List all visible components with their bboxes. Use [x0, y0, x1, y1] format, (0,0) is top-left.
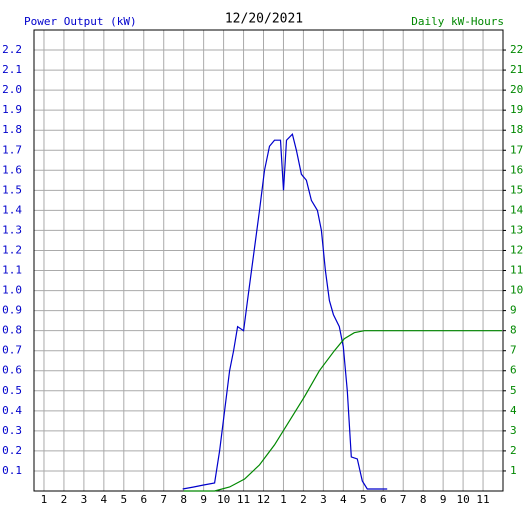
x-tick-label: 2: [61, 493, 68, 506]
y-tick-label: 2.1: [2, 63, 22, 76]
y-tick-label: 1.9: [2, 103, 22, 116]
y-tick-label: 0.7: [2, 344, 22, 357]
y2-tick-label: 8: [510, 324, 517, 337]
x-tick-label: 12: [257, 493, 270, 506]
x-tick-label: 3: [81, 493, 88, 506]
y-tick-label: 0.5: [2, 384, 22, 397]
y2-tick-label: 12: [510, 243, 523, 256]
y2-tick-label: 14: [510, 203, 524, 216]
x-tick-label: 6: [140, 493, 147, 506]
y-tick-label: 0.4: [2, 404, 22, 417]
series-line: [183, 330, 502, 492]
series-line: [182, 133, 388, 490]
y2-tick-label: 20: [510, 83, 523, 96]
y2-tick-label: 5: [510, 384, 517, 397]
y2-axis-label: Daily kW-Hours: [411, 15, 504, 28]
y2-tick-label: 10: [510, 284, 523, 297]
x-tick-label: 6: [380, 493, 387, 506]
y2-tick-label: 3: [510, 424, 517, 437]
y-tick-label: 2.0: [2, 83, 22, 96]
y-tick-label: 1.2: [2, 243, 22, 256]
y2-tick-label: 4: [510, 404, 517, 417]
y-tick-label: 1.5: [2, 183, 22, 196]
y2-tick-label: 1: [510, 464, 517, 477]
y2-tick-label: 17: [510, 143, 523, 156]
x-tick-label: 7: [400, 493, 407, 506]
x-tick-label: 2: [300, 493, 307, 506]
y-tick-label: 1.0: [2, 284, 22, 297]
y-tick-label: 0.3: [2, 424, 22, 437]
y-tick-label: 1.8: [2, 123, 22, 136]
y-tick-label: 0.2: [2, 444, 22, 457]
x-tick-label: 10: [456, 493, 469, 506]
x-tick-label: 8: [420, 493, 427, 506]
y2-tick-label: 9: [510, 304, 517, 317]
y-tick-label: 0.1: [2, 464, 22, 477]
y-tick-label: 1.3: [2, 223, 22, 236]
y2-tick-label: 15: [510, 183, 523, 196]
y2-tick-label: 7: [510, 344, 517, 357]
y2-tick-label: 18: [510, 123, 523, 136]
y-tick-label: 1.1: [2, 264, 22, 277]
y-tick-label: 0.8: [2, 324, 22, 337]
x-tick-label: 1: [41, 493, 48, 506]
x-tick-label: 11: [237, 493, 250, 506]
y-tick-label: 2.2: [2, 43, 22, 56]
x-tick-label: 4: [340, 493, 347, 506]
y-tick-label: 1.7: [2, 143, 22, 156]
y2-tick-label: 16: [510, 163, 523, 176]
x-tick-label: 8: [180, 493, 187, 506]
y-tick-label: 1.4: [2, 203, 22, 216]
x-tick-label: 10: [217, 493, 230, 506]
y-axis-label: Power Output (kW): [24, 15, 137, 28]
x-tick-label: 1: [280, 493, 287, 506]
x-tick-label: 9: [200, 493, 207, 506]
y2-tick-label: 6: [510, 364, 517, 377]
y2-tick-label: 21: [510, 63, 523, 76]
y2-tick-label: 13: [510, 223, 523, 236]
x-tick-label: 9: [440, 493, 447, 506]
x-tick-label: 5: [120, 493, 127, 506]
x-tick-label: 11: [476, 493, 489, 506]
y2-tick-label: 11: [510, 264, 523, 277]
x-tick-label: 5: [360, 493, 367, 506]
y-tick-label: 0.9: [2, 304, 22, 317]
x-tick-label: 4: [101, 493, 108, 506]
plot-frame: [33, 29, 504, 492]
y2-tick-label: 2: [510, 444, 517, 457]
x-tick-label: 7: [160, 493, 167, 506]
y2-tick-label: 19: [510, 103, 523, 116]
y-tick-label: 1.6: [2, 163, 22, 176]
y2-tick-label: 22: [510, 43, 523, 56]
x-tick-label: 3: [320, 493, 327, 506]
y-tick-label: 0.6: [2, 364, 22, 377]
chart-title: 12/20/2021: [225, 12, 303, 27]
